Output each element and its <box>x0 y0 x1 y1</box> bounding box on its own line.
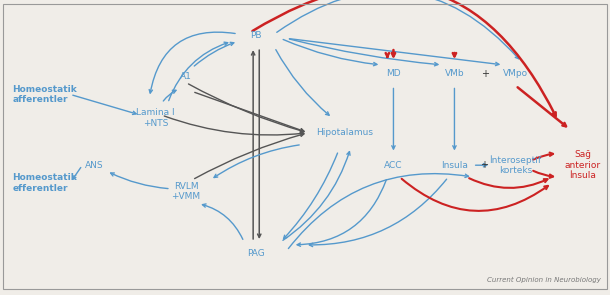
Text: PAG: PAG <box>247 249 265 258</box>
Text: VMpo: VMpo <box>503 69 528 78</box>
FancyArrowPatch shape <box>257 50 261 237</box>
FancyArrowPatch shape <box>149 32 235 93</box>
FancyArrowPatch shape <box>214 145 299 178</box>
FancyArrowPatch shape <box>453 53 456 56</box>
Text: A1: A1 <box>180 72 192 81</box>
FancyArrowPatch shape <box>73 168 81 179</box>
FancyArrowPatch shape <box>251 52 255 239</box>
Text: Insula: Insula <box>441 161 468 170</box>
FancyArrowPatch shape <box>284 153 337 239</box>
FancyArrowPatch shape <box>276 50 329 115</box>
FancyArrowPatch shape <box>533 171 553 178</box>
Text: İnteroseptif
korteks: İnteroseptif korteks <box>489 155 542 175</box>
FancyArrowPatch shape <box>469 178 547 188</box>
Text: VMb: VMb <box>445 69 464 78</box>
FancyArrowPatch shape <box>289 39 438 66</box>
Text: ANS: ANS <box>85 161 104 170</box>
FancyArrowPatch shape <box>277 0 518 59</box>
FancyArrowPatch shape <box>163 90 176 101</box>
FancyArrowPatch shape <box>283 40 377 66</box>
FancyArrowPatch shape <box>289 174 468 249</box>
FancyArrowPatch shape <box>392 50 395 56</box>
FancyArrowPatch shape <box>73 95 136 114</box>
FancyArrowPatch shape <box>194 42 234 66</box>
Text: Lamina I
+NTS: Lamina I +NTS <box>136 108 175 128</box>
FancyArrowPatch shape <box>297 180 386 246</box>
FancyArrowPatch shape <box>386 53 389 57</box>
FancyArrowPatch shape <box>476 163 487 167</box>
Text: +: + <box>479 160 488 170</box>
FancyArrowPatch shape <box>533 153 553 160</box>
Text: MD: MD <box>386 69 401 78</box>
FancyArrowPatch shape <box>518 87 566 126</box>
Text: Hipotalamus: Hipotalamus <box>316 128 373 137</box>
Text: Sağ
anterior
İnsula: Sağ anterior İnsula <box>564 150 601 180</box>
Text: +: + <box>481 69 489 79</box>
FancyArrowPatch shape <box>392 88 395 149</box>
FancyArrowPatch shape <box>203 204 243 239</box>
FancyArrowPatch shape <box>290 39 499 65</box>
FancyArrowPatch shape <box>110 173 168 189</box>
Text: PB: PB <box>251 31 262 40</box>
FancyArrowPatch shape <box>253 0 556 116</box>
Text: Homeostatik
efferentler: Homeostatik efferentler <box>12 173 77 193</box>
FancyArrowPatch shape <box>309 179 447 247</box>
FancyArrowPatch shape <box>283 152 350 240</box>
FancyArrowPatch shape <box>453 88 456 149</box>
Text: ACC: ACC <box>384 161 403 170</box>
FancyArrowPatch shape <box>401 179 548 211</box>
Text: Current Opinion in Neurobiology: Current Opinion in Neurobiology <box>487 277 601 283</box>
Text: Homeostatik
afferentler: Homeostatik afferentler <box>12 85 77 104</box>
FancyArrowPatch shape <box>169 42 228 101</box>
Text: RVLM
+VMM: RVLM +VMM <box>171 182 201 201</box>
